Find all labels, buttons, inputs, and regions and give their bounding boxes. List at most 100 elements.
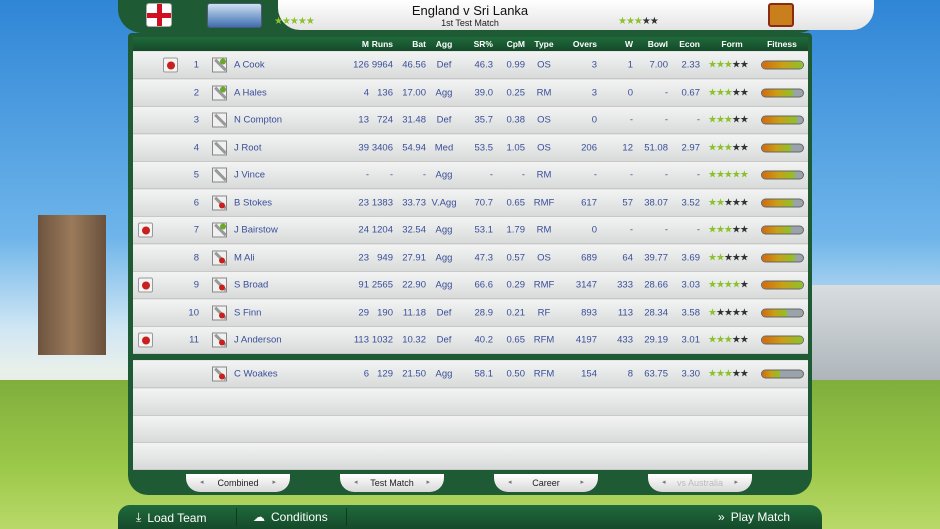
player-name[interactable]: C Woakes — [234, 368, 278, 380]
stat-bat: 31.48 — [402, 114, 426, 126]
stat-runs: 1204 — [371, 224, 393, 236]
player-name[interactable]: S Finn — [234, 307, 262, 318]
stat-type: RFM — [533, 334, 555, 346]
fitness-bar — [761, 280, 804, 290]
player-row[interactable]: 9 S Broad 91 2565 22.90 Agg 66.6 0.29 RMF 3147 333… — [133, 272, 808, 299]
play-match-button[interactable]: » Play Match — [718, 510, 790, 524]
player-name[interactable]: A Hales — [234, 87, 267, 98]
stat-w: 1 — [627, 59, 633, 71]
tab-vs-australia[interactable]: vs Australia — [648, 474, 752, 492]
new-ball-icon[interactable] — [138, 277, 153, 293]
batting-order: 7 — [193, 224, 199, 236]
stat-bowl: - — [664, 87, 668, 98]
batsman-role-icon — [212, 140, 227, 155]
column-header-agg[interactable]: Agg — [435, 39, 453, 49]
player-row[interactable]: 4 J Root 39 3406 54.94 Med 53.5 1.05 OS 206 12 51.0… — [133, 134, 808, 162]
team-logo[interactable] — [207, 3, 262, 28]
stat-bat: 27.91 — [402, 252, 426, 263]
fitness-bar — [761, 88, 804, 97]
column-header-sr[interactable]: SR% — [473, 39, 493, 49]
stat-m: 39 — [358, 142, 369, 153]
stat-sr: 58.1 — [474, 368, 494, 380]
tab-test-match[interactable]: Test Match — [340, 474, 444, 492]
player-name[interactable]: J Root — [234, 142, 262, 153]
player-name[interactable]: B Stokes — [234, 197, 273, 208]
stat-econ: 2.97 — [681, 142, 701, 153]
new-ball-icon[interactable] — [163, 57, 178, 73]
stat-cpm: - — [521, 169, 525, 181]
stat-sr: 35.7 — [474, 114, 494, 126]
stat-runs: 1032 — [371, 334, 393, 346]
stat-type: OS — [537, 59, 551, 71]
player-name[interactable]: N Compton — [234, 114, 283, 126]
column-header-cpm[interactable]: CpM — [506, 39, 525, 49]
new-ball-icon[interactable] — [138, 332, 153, 348]
match-title: England v Sri Lanka — [411, 3, 529, 18]
player-row[interactable]: 6 B Stokes 23 1383 33.73 V.Agg 70.7 0.65 RMF 617 5… — [133, 189, 808, 217]
form-rating: ★★★★★ — [708, 307, 749, 318]
column-header-bowl[interactable]: Bowl — [647, 39, 668, 49]
batting-order: 4 — [193, 142, 199, 153]
stat-runs: 1383 — [371, 197, 393, 208]
player-name[interactable]: M Ali — [234, 252, 255, 263]
match-subtitle: 1st Test Match — [441, 18, 499, 28]
stat-bat: 17.00 — [402, 87, 426, 98]
player-row[interactable]: 10 S Finn 29 190 11.18 Def 28.9 0.21 RF 893 113 28.… — [133, 299, 808, 327]
stat-overs: 893 — [581, 307, 597, 318]
stat-econ: 3.69 — [681, 252, 701, 263]
stat-sr: 47.3 — [474, 252, 494, 263]
conditions-label: Conditions — [271, 510, 328, 524]
tab-combined[interactable]: Combined — [186, 474, 290, 492]
column-header-form[interactable]: Form — [721, 39, 743, 49]
reserves-divider — [133, 354, 808, 360]
player-name[interactable]: S Broad — [234, 279, 269, 291]
column-header-fitness[interactable]: Fitness — [767, 39, 797, 49]
stat-agg: Def — [436, 307, 452, 318]
away-team-rating: ★★★★★ — [618, 16, 659, 27]
stat-cpm: 1.05 — [506, 142, 526, 153]
player-name[interactable]: J Anderson — [234, 334, 282, 346]
player-row[interactable]: 8 M Ali 23 949 27.91 Agg 47.3 0.57 OS 689 64 39.77 3… — [133, 244, 808, 272]
column-header-bat[interactable]: Bat — [412, 39, 426, 49]
player-name[interactable]: J Bairstow — [234, 224, 278, 236]
stat-bowl: - — [664, 169, 668, 181]
column-header-type[interactable]: Type — [534, 39, 554, 49]
stat-sr: 39.0 — [474, 87, 494, 98]
bowler-role-icon — [212, 250, 227, 265]
stat-runs: 129 — [377, 368, 393, 380]
column-header-econ[interactable]: Econ — [679, 39, 700, 49]
stat-m: - — [365, 169, 369, 181]
stat-type: OS — [537, 252, 551, 263]
stat-econ: - — [696, 114, 700, 126]
form-rating: ★★★★★ — [708, 368, 749, 380]
player-row[interactable]: 11 J Anderson 113 1032 10.32 Def 40.2 0.65 RFM 41… — [133, 327, 808, 354]
load-team-label: Load Team — [147, 510, 207, 525]
stat-bowl: - — [664, 224, 668, 236]
stat-runs: 3406 — [371, 142, 393, 153]
player-name[interactable]: A Cook — [234, 59, 265, 71]
column-header-overs[interactable]: Overs — [572, 39, 597, 49]
conditions-button[interactable]: ☁ Conditions — [253, 510, 328, 524]
player-name[interactable]: J Vince — [234, 169, 265, 181]
background-church-tower — [38, 215, 106, 355]
column-header-m[interactable]: M — [361, 39, 369, 49]
stat-bowl: 28.66 — [644, 279, 668, 291]
fitness-bar — [761, 198, 804, 207]
tab-career[interactable]: Career — [494, 474, 598, 492]
stat-overs: 3 — [591, 59, 597, 71]
load-team-button[interactable]: ⤓ Load Team — [136, 510, 206, 525]
player-row[interactable]: C Woakes 6 129 21.50 Agg 58.1 0.50 RFM 154 8 63.75… — [133, 361, 808, 388]
column-header-w[interactable]: W — [624, 39, 633, 49]
new-ball-icon[interactable] — [138, 222, 153, 238]
player-row[interactable]: 2 A Hales 4 136 17.00 Agg 39.0 0.25 RM 3 0 - 0.67 ★★★… — [133, 79, 808, 107]
fitness-bar — [761, 225, 804, 235]
stat-cpm: 0.25 — [506, 87, 526, 98]
bowler-role-icon — [212, 277, 227, 293]
stat-bowl: 63.75 — [644, 368, 668, 380]
column-header-runs[interactable]: Runs — [371, 39, 393, 49]
form-rating: ★★★★★ — [708, 224, 749, 236]
player-row[interactable]: 1 A Cook 126 9964 46.56 Def 46.3 0.99 OS 3 1 7.00 2.… — [133, 52, 808, 79]
